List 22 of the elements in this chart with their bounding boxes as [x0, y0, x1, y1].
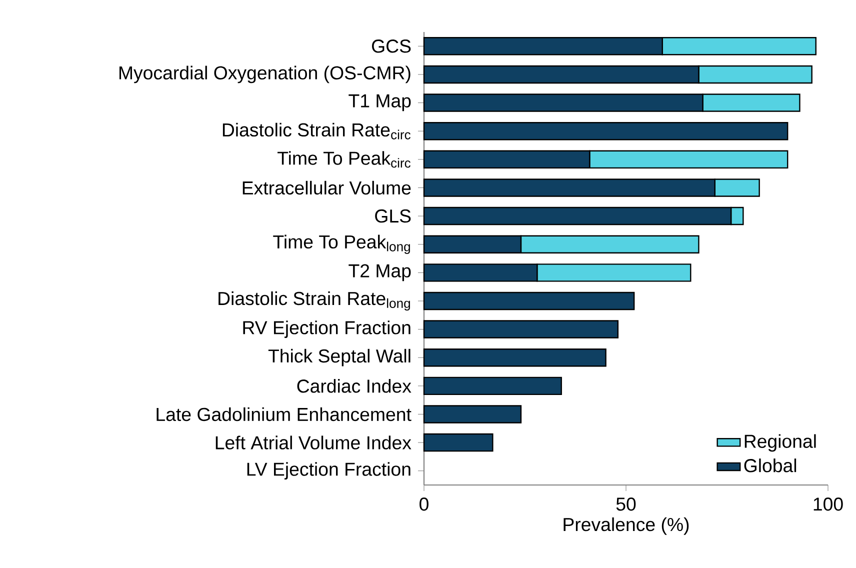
- x-tick-label: 0: [420, 497, 428, 511]
- y-tick-label: Diastolic Strain Rate$_{long}$: [218, 291, 410, 311]
- y-tick-label: Time To Peak$_{long}$: [273, 234, 410, 254]
- y-tick-label: Left Atrial Volume Index: [216, 436, 412, 450]
- y-tick-label: Late Gadolinium Enhancement: [156, 407, 412, 422]
- y-tick-label: Myocardial Oxygenation (OS-CMR): [119, 66, 410, 84]
- y-tick-label: LV Ejection Fraction: [247, 462, 410, 480]
- y-tick-label: T2 Map: [348, 264, 411, 282]
- y-tick-label: T1 Map: [348, 94, 411, 112]
- y-tick-label: Cardiac Index: [297, 379, 412, 393]
- y-tick-label: GCS: [372, 40, 411, 53]
- y-tick-label: Thick Septal Wall: [268, 348, 410, 366]
- legend-label: Regional: [744, 434, 816, 452]
- y-tick-label: GLS: [375, 209, 411, 223]
- y-tick-label: Time To Peak$_{circ}$: [278, 151, 410, 168]
- y-tick-label: Diastolic Strain Rate$_{circ}$: [222, 122, 410, 140]
- x-tick-label: 100: [814, 497, 843, 511]
- x-tick-label: 50: [616, 497, 636, 511]
- y-tick-label: Extracellular Volume: [242, 180, 411, 195]
- x-axis-title: Prevalence (%): [564, 517, 689, 535]
- y-tick-label: RV Ejection Fraction: [243, 320, 410, 338]
- legend-label: Global: [744, 458, 796, 472]
